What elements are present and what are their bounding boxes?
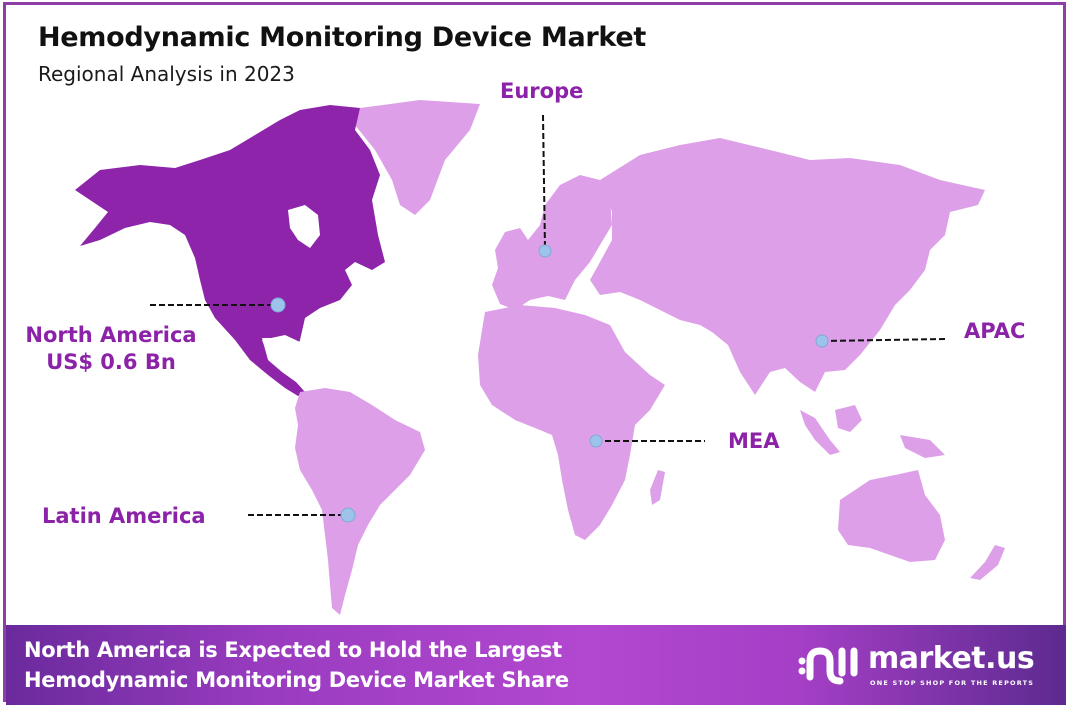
hudson-bay	[288, 205, 320, 248]
australia-shape	[838, 470, 945, 562]
europe-label: Europe	[500, 79, 584, 103]
north-america-marker	[270, 297, 286, 313]
apac-marker	[815, 334, 829, 348]
europe-connector	[542, 114, 546, 251]
south-america-shape	[295, 388, 425, 615]
world-map	[75, 100, 1005, 615]
mea-marker	[589, 434, 603, 448]
europe-marker	[538, 244, 552, 258]
gulf-of-mexico	[262, 335, 300, 362]
japan-shape	[872, 258, 895, 305]
page-subtitle: Regional Analysis in 2023	[38, 62, 295, 86]
logo-tagline: ONE STOP SHOP FOR THE REPORTS	[870, 679, 1035, 687]
logo-mark-icon	[798, 647, 858, 685]
new-zealand-shape	[970, 545, 1005, 580]
europe-shape	[492, 175, 612, 310]
mea-label: MEA	[728, 429, 780, 453]
southeast-asia-islands	[800, 405, 945, 458]
footer-banner: North America is Expected to Hold the La…	[6, 625, 1066, 705]
market-us-logo: market.us ONE STOP SHOP FOR THE REPORTS	[796, 639, 1046, 695]
banner-headline: North America is Expected to Hold the La…	[24, 635, 569, 695]
logo-wordmark: market.us	[868, 641, 1035, 676]
banner-line-1: North America is Expected to Hold the La…	[24, 638, 562, 662]
madagascar-shape	[650, 470, 665, 505]
latin-america-label: Latin America	[42, 504, 206, 528]
north-america-name: North America	[25, 323, 197, 347]
page-title: Hemodynamic Monitoring Device Market	[38, 22, 646, 53]
north-america-label: North America US$ 0.6 Bn	[16, 322, 206, 376]
greenland-shape	[355, 100, 480, 215]
asia-shape	[590, 138, 985, 395]
banner-line-2: Hemodynamic Monitoring Device Market Sha…	[24, 668, 569, 692]
latin-america-marker	[340, 507, 356, 523]
north-america-value: US$ 0.6 Bn	[46, 350, 176, 374]
apac-label: APAC	[964, 319, 1026, 343]
africa-shape	[478, 305, 665, 540]
north-america-shape	[75, 105, 385, 396]
apac-connector	[821, 338, 947, 342]
